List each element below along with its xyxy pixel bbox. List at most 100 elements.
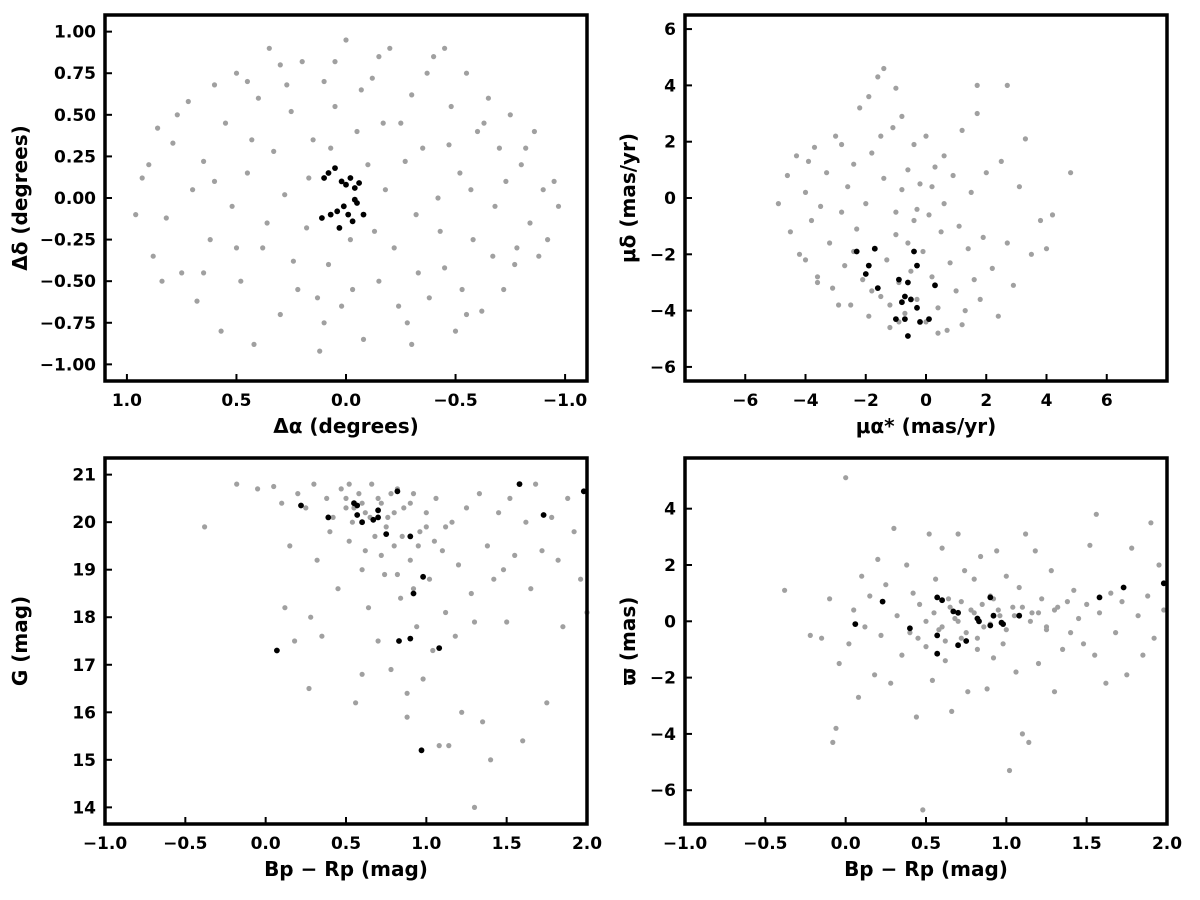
field-star-point <box>346 538 352 544</box>
y-tick-label: −2 <box>650 245 676 265</box>
field-star-point <box>229 203 235 209</box>
field-star-point <box>971 576 977 582</box>
field-star-point <box>360 336 367 342</box>
x-tick-label: 1.0 <box>112 391 142 411</box>
member-star-point <box>375 514 381 521</box>
field-star-point <box>324 495 330 501</box>
member-star-point <box>932 282 938 289</box>
x-tick-label: −2 <box>853 391 879 411</box>
field-star-point <box>319 633 325 639</box>
member-star-point <box>396 638 402 644</box>
member-star-point <box>334 208 341 215</box>
field-star-point <box>321 320 327 326</box>
field-star-point <box>1092 652 1098 658</box>
field-star-point <box>471 619 478 625</box>
field-star-point <box>244 170 250 176</box>
plot-frame <box>683 13 1169 383</box>
x-tick-label: −0.5 <box>163 834 207 854</box>
field-star-point <box>277 311 283 318</box>
field-star-point <box>540 187 546 193</box>
field-star-point <box>935 305 941 311</box>
x-tick-label: 1.0 <box>411 834 441 854</box>
members-series <box>319 165 367 231</box>
field-star-point <box>941 201 947 207</box>
field-star-point <box>439 548 445 554</box>
field-star-point <box>218 328 224 334</box>
field-star-point <box>1156 562 1162 568</box>
field-star-point <box>314 295 321 301</box>
field-star-point <box>869 150 875 156</box>
field-star-point <box>504 619 510 625</box>
y-tick-label: 2 <box>664 133 676 153</box>
field-star-point <box>194 298 200 304</box>
field-star-point <box>311 481 317 487</box>
field-star-point <box>394 571 400 578</box>
field-star-point <box>842 263 848 269</box>
member-star-point <box>914 262 920 269</box>
field-star-point <box>443 609 449 616</box>
plot-frame <box>103 13 589 383</box>
members-series <box>852 580 1167 657</box>
field-star-point <box>431 54 437 60</box>
field-star-point <box>956 223 962 229</box>
y-tick-label: −6 <box>650 781 676 801</box>
field-star-point <box>468 187 474 193</box>
field-star-point <box>883 582 889 588</box>
member-star-point <box>319 215 325 221</box>
field-star-point <box>945 596 952 602</box>
panel-sky-position: 1.0 0.5 0.0 −0.5 −1.0 −1.00 −0.75 −0.50 −0.25 0.0… <box>8 13 589 438</box>
field-star-point <box>565 495 571 501</box>
field-star-point <box>1051 607 1058 613</box>
field-star-point <box>310 137 316 143</box>
member-star-point <box>343 181 349 188</box>
field-star-point <box>306 175 312 181</box>
field-star-point <box>932 164 938 170</box>
field-star-point <box>984 686 990 692</box>
field-star-point <box>358 87 364 93</box>
field-star-point <box>375 495 381 501</box>
y-tick-label: 4 <box>664 76 676 96</box>
x-tick-label: 2.0 <box>572 834 602 854</box>
field-star-point <box>327 529 333 535</box>
field-star-point <box>415 543 421 549</box>
field-series <box>133 37 562 354</box>
field-star-point <box>782 587 788 593</box>
field-star-point <box>174 112 180 118</box>
field-star-point <box>920 807 926 813</box>
field-star-point <box>1004 82 1010 88</box>
field-star-point <box>913 714 920 720</box>
member-star-point <box>351 185 358 191</box>
field-star-point <box>369 75 375 81</box>
field-star-point <box>369 481 375 487</box>
field-star-point <box>891 525 897 532</box>
field-star-point <box>290 258 296 264</box>
field-star-point <box>887 302 893 308</box>
field-star-point <box>1108 590 1114 596</box>
field-star-point <box>1161 607 1167 613</box>
field-star-point <box>251 341 257 347</box>
member-star-point <box>321 175 327 181</box>
y-tick-label: −0.75 <box>40 314 96 334</box>
field-star-point <box>306 685 312 692</box>
field-star-point <box>314 557 320 563</box>
member-star-point <box>899 299 905 306</box>
field-star-point <box>962 308 968 314</box>
field-star-point <box>365 162 371 168</box>
x-tick-label: −4 <box>792 391 818 411</box>
member-star-point <box>934 632 941 639</box>
field-star-point <box>376 278 382 284</box>
field-star-point <box>528 586 534 592</box>
field-star-point <box>335 586 341 592</box>
member-star-point <box>436 645 443 651</box>
field-star-point <box>875 556 881 563</box>
field-star-point <box>437 228 443 234</box>
field-star-point <box>814 279 821 286</box>
field-star-point <box>1051 689 1058 695</box>
member-star-point <box>874 285 881 291</box>
field-star-point <box>955 618 961 624</box>
member-star-point <box>345 211 352 218</box>
field-star-point <box>503 178 509 184</box>
field-star-point <box>1026 739 1032 746</box>
field-star-point <box>185 98 191 105</box>
field-star-point <box>271 148 277 154</box>
